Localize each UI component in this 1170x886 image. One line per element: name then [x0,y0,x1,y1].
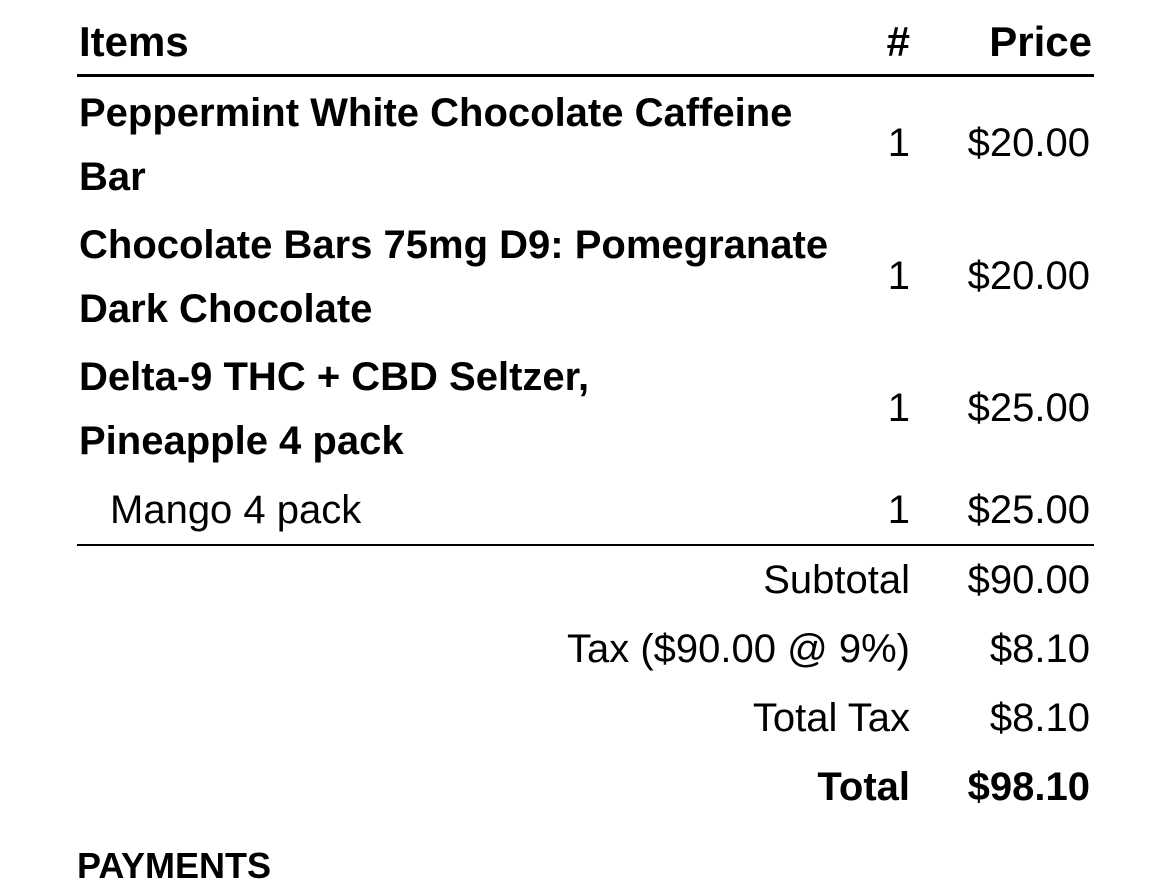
total-tax-label: Total Tax [752,696,910,740]
price-column-header: Price [989,18,1092,65]
subtotal-label: Subtotal [763,558,910,602]
item-price: $25.00 [967,488,1090,532]
tax-label: Tax ($90.00 @ 9%) [567,627,910,671]
item-price: $20.00 [967,254,1090,298]
item-qty: 1 [887,254,910,298]
item-name: Delta-9 THC + CBD Seltzer, Pineapple 4 p… [79,355,590,463]
total-value: $98.10 [967,765,1090,809]
qty-column-header: # [886,18,910,65]
item-price: $25.00 [967,386,1090,430]
item-qty: 1 [887,488,910,532]
payments-heading: PAYMENTS [77,845,272,886]
tax-value: $8.10 [989,627,1090,671]
items-column-header: Items [79,18,189,65]
item-qty: 1 [887,386,910,430]
subtotal-value: $90.00 [967,558,1090,602]
item-name: Mango 4 pack [110,488,362,532]
header-divider [77,74,1094,77]
item-name: Chocolate Bars 75mg D9: Pomegranate Dark… [79,223,829,331]
items-divider [77,544,1094,546]
item-price: $20.00 [967,121,1090,165]
item-qty: 1 [887,121,910,165]
total-label: Total [817,765,910,809]
item-name: Peppermint White Chocolate Caffeine Bar [79,91,793,199]
total-tax-value: $8.10 [989,696,1090,740]
